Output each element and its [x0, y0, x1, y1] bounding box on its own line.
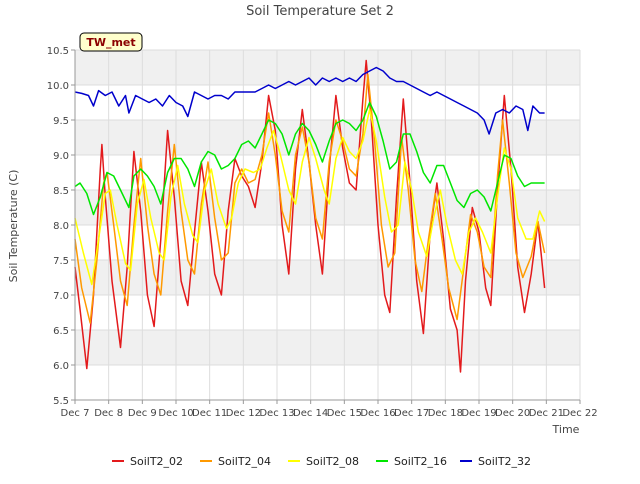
plot-band — [75, 120, 580, 155]
legend-label: SoilT2_08 — [306, 455, 359, 468]
plot-band — [75, 330, 580, 365]
series-line-soilt2_16 — [74, 101, 545, 216]
x-tick-label: Dec 8 — [94, 408, 123, 419]
plot-band — [75, 50, 580, 85]
legend-label: SoilT2_02 — [130, 455, 183, 468]
y-tick-label: 10.0 — [47, 81, 69, 92]
x-tick-label: Dec 13 — [259, 408, 294, 419]
x-tick-label: Dec 16 — [360, 408, 395, 419]
tw-met-annotation: TW_met — [79, 32, 143, 52]
y-tick-label: 5.5 — [53, 396, 69, 407]
y-tick-label: 6.0 — [53, 361, 69, 372]
series-line-soilt2_08 — [74, 108, 546, 286]
x-tick-label: Dec 17 — [394, 408, 429, 419]
x-tick-label: Dec 22 — [562, 408, 597, 419]
y-tick-label: 8.0 — [53, 221, 69, 232]
x-tick-label: Dec 9 — [128, 408, 157, 419]
x-tick-label: Dec 19 — [461, 408, 496, 419]
plot-band — [75, 260, 580, 295]
series-lines — [74, 59, 546, 373]
y-tick-label: 8.5 — [53, 186, 69, 197]
y-tick-label: 7.0 — [53, 291, 69, 302]
x-tick-label: Dec 18 — [428, 408, 463, 419]
y-tick-label: 9.0 — [53, 151, 69, 162]
x-tick-label: Dec 11 — [192, 408, 227, 419]
x-axis-label: Time — [552, 423, 580, 436]
y-tick-label: 7.5 — [53, 256, 69, 267]
x-tick-label: Dec 7 — [61, 408, 90, 419]
chart-title: Soil Temperature Set 2 — [246, 4, 394, 19]
legend-label: SoilT2_16 — [394, 455, 447, 468]
y-axis-label: Soil Temperature (C) — [7, 170, 20, 283]
x-tick-label: Dec 15 — [327, 408, 362, 419]
y-tick-label: 6.5 — [53, 326, 69, 337]
x-tick-label: Dec 10 — [158, 408, 193, 419]
y-tick-label: 10.5 — [47, 46, 69, 57]
series-line-soilt2_32 — [74, 66, 545, 135]
legend-label: SoilT2_04 — [218, 455, 271, 468]
x-tick-label: Dec 20 — [495, 408, 530, 419]
y-axis-ticks: 5.5 6.0 6.5 7.0 7.5 8.0 8.5 9.0 9.5 10.0 10.5 — [47, 46, 75, 407]
y-tick-label: 9.5 — [53, 116, 69, 127]
x-tick-label: Dec 21 — [529, 408, 564, 419]
x-tick-label: Dec 12 — [226, 408, 261, 419]
annotation-box — [79, 32, 143, 52]
legend: SoilT2_02 SoilT2_04 SoilT2_08 SoilT2_16 Soil… — [112, 455, 531, 468]
legend-label: SoilT2_32 — [478, 455, 531, 468]
x-tick-label: Dec 14 — [293, 408, 328, 419]
annotation-text: TW_met — [86, 36, 135, 49]
